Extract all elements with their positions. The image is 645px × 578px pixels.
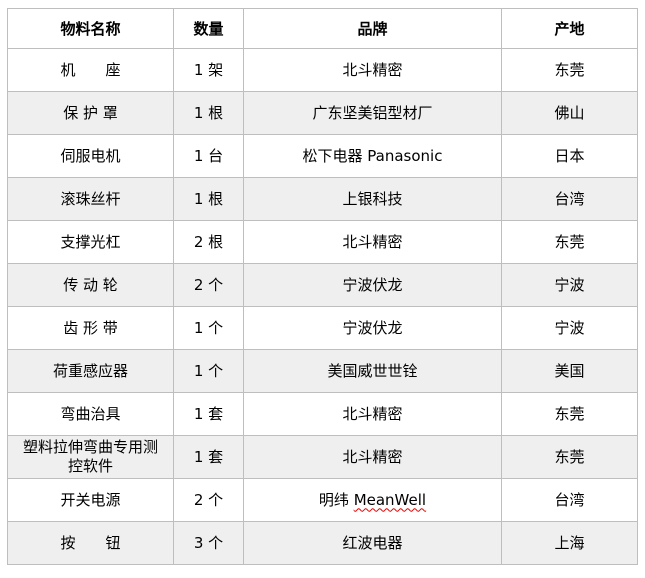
table-row: 塑料拉伸弯曲专用测 控软件 1 套北斗精密 东莞 <box>7 435 638 479</box>
cell-origin: 美国 <box>501 349 638 393</box>
cell-name: 机 座 <box>7 48 174 92</box>
table-row: 弯曲治具 1 套北斗精密 东莞 <box>7 392 638 436</box>
cell-qty: 3 个 <box>173 521 244 565</box>
cell-origin: 宁波 <box>501 306 638 350</box>
cell-qty: 1 架 <box>173 48 244 92</box>
cell-brand: 松下电器 Panasonic <box>243 134 502 178</box>
cell-origin: 台湾 <box>501 478 638 522</box>
table-row: 滚珠丝杆 1 根上银科技 台湾 <box>7 177 638 221</box>
cell-origin: 东莞 <box>501 48 638 92</box>
cell-name: 开关电源 <box>7 478 174 522</box>
cell-brand: 上银科技 <box>243 177 502 221</box>
cell-origin: 上海 <box>501 521 638 565</box>
cell-brand: 北斗精密 <box>243 220 502 264</box>
column-header-quantity: 数量 <box>173 8 244 49</box>
table-header: 物料名称 数量 品牌 产地 <box>7 8 638 49</box>
header-row: 物料名称 数量 品牌 产地 <box>7 8 638 49</box>
cell-brand: 北斗精密 <box>243 435 502 479</box>
cell-origin: 东莞 <box>501 435 638 479</box>
cell-brand: 宁波伏龙 <box>243 263 502 307</box>
cell-brand: 红波电器 <box>243 521 502 565</box>
cell-name: 弯曲治具 <box>7 392 174 436</box>
column-header-material-name: 物料名称 <box>7 8 174 49</box>
column-header-origin: 产地 <box>501 8 638 49</box>
column-header-brand: 品牌 <box>243 8 502 49</box>
cell-name: 传 动 轮 <box>7 263 174 307</box>
cell-brand: 美国威世世铨 <box>243 349 502 393</box>
cell-brand: 广东坚美铝型材厂 <box>243 91 502 135</box>
cell-name: 荷重感应器 <box>7 349 174 393</box>
cell-brand: 宁波伏龙 <box>243 306 502 350</box>
cell-qty: 1 台 <box>173 134 244 178</box>
misspelled-word: MeanWell <box>353 490 427 509</box>
table-row: 开关电源 2 个明纬 MeanWell 台湾 <box>7 478 638 522</box>
table-row: 支撑光杠 2 根北斗精密 东莞 <box>7 220 638 264</box>
cell-name: 塑料拉伸弯曲专用测 控软件 <box>7 435 174 479</box>
cell-origin: 东莞 <box>501 220 638 264</box>
table-row: 伺服电机 1 台松下电器 Panasonic 日本 <box>7 134 638 178</box>
cell-qty: 1 个 <box>173 349 244 393</box>
cell-qty: 1 套 <box>173 392 244 436</box>
cell-qty: 1 根 <box>173 91 244 135</box>
cell-name: 支撑光杠 <box>7 220 174 264</box>
cell-origin: 台湾 <box>501 177 638 221</box>
cell-name: 齿 形 带 <box>7 306 174 350</box>
cell-qty: 2 个 <box>173 263 244 307</box>
cell-name: 滚珠丝杆 <box>7 177 174 221</box>
cell-brand: 北斗精密 <box>243 392 502 436</box>
cell-name: 按 钮 <box>7 521 174 565</box>
cell-qty: 2 根 <box>173 220 244 264</box>
cell-name: 伺服电机 <box>7 134 174 178</box>
cell-qty: 1 个 <box>173 306 244 350</box>
cell-name: 保 护 罩 <box>7 91 174 135</box>
cell-qty: 2 个 <box>173 478 244 522</box>
cell-origin: 东莞 <box>501 392 638 436</box>
table-row: 荷重感应器 1 个美国威世世铨 美国 <box>7 349 638 393</box>
cell-qty: 1 套 <box>173 435 244 479</box>
cell-brand: 明纬 MeanWell <box>243 478 502 522</box>
cell-qty: 1 根 <box>173 177 244 221</box>
cell-origin: 佛山 <box>501 91 638 135</box>
cell-brand: 北斗精密 <box>243 48 502 92</box>
cell-origin: 宁波 <box>501 263 638 307</box>
cell-origin: 日本 <box>501 134 638 178</box>
